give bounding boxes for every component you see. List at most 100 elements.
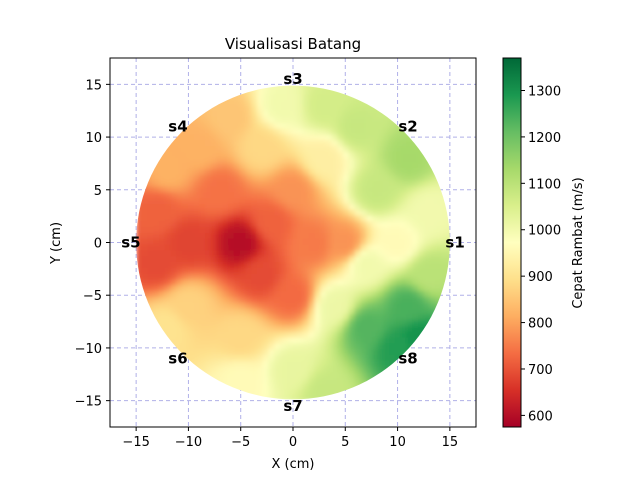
field-cell bbox=[354, 145, 362, 152]
field-cell bbox=[279, 174, 287, 181]
field-cell bbox=[274, 377, 281, 384]
field-cell bbox=[389, 290, 396, 297]
field-cell bbox=[360, 191, 367, 199]
field-cell bbox=[429, 273, 436, 280]
field-cell bbox=[228, 133, 235, 141]
field-cell bbox=[337, 128, 344, 135]
field-cell bbox=[256, 232, 264, 239]
field-cell bbox=[141, 220, 149, 228]
field-cell bbox=[251, 93, 258, 100]
field-cell bbox=[210, 319, 218, 326]
field-cell bbox=[216, 336, 224, 344]
field-cell bbox=[348, 139, 356, 147]
field-cell bbox=[147, 273, 154, 280]
field-cell bbox=[412, 284, 419, 292]
field-cell bbox=[389, 348, 396, 355]
field-cell bbox=[147, 215, 154, 222]
field-cell bbox=[325, 278, 333, 286]
field-cell bbox=[256, 284, 264, 292]
field-cell bbox=[274, 93, 281, 100]
field-cell bbox=[308, 174, 316, 181]
field-cell bbox=[354, 209, 362, 216]
field-cell bbox=[366, 348, 373, 355]
field-cell bbox=[256, 151, 264, 158]
field-cell bbox=[170, 290, 178, 297]
field-cell bbox=[205, 342, 212, 350]
field-cell bbox=[308, 99, 316, 106]
field-cell bbox=[383, 267, 390, 274]
field-cell bbox=[343, 261, 350, 268]
sensor-label-s4: s4 bbox=[168, 118, 187, 136]
field-cell bbox=[348, 342, 356, 350]
field-cell bbox=[205, 307, 212, 315]
field-cell bbox=[251, 302, 258, 309]
field-cell bbox=[366, 220, 373, 228]
field-cell bbox=[256, 365, 264, 373]
field-cell bbox=[228, 157, 235, 164]
field-cell bbox=[268, 232, 275, 239]
field-cell bbox=[205, 128, 212, 135]
field-cell bbox=[216, 145, 224, 152]
field-cell bbox=[360, 261, 367, 268]
field-cell bbox=[320, 157, 327, 164]
field-cell bbox=[170, 168, 178, 176]
field-cell bbox=[256, 325, 264, 332]
field-cell bbox=[233, 215, 241, 222]
field-cell bbox=[331, 389, 339, 396]
field-cell bbox=[136, 255, 143, 263]
field-cell bbox=[412, 244, 419, 251]
field-cell bbox=[383, 244, 390, 251]
field-cell bbox=[239, 191, 247, 199]
field-cell bbox=[164, 209, 172, 216]
field-cell bbox=[383, 168, 390, 176]
field-cell bbox=[216, 180, 224, 187]
field-cell bbox=[256, 290, 264, 297]
field-cell bbox=[325, 273, 333, 280]
field-cell bbox=[274, 215, 281, 222]
field-cell bbox=[314, 302, 321, 309]
field-cell bbox=[205, 336, 212, 344]
field-cell bbox=[383, 319, 390, 326]
field-cell bbox=[187, 331, 195, 338]
field-cell bbox=[331, 307, 339, 315]
field-cell bbox=[285, 203, 293, 210]
field-cell bbox=[297, 307, 304, 315]
field-cell bbox=[159, 226, 166, 234]
field-cell bbox=[348, 307, 356, 315]
field-cell bbox=[136, 244, 143, 251]
field-cell bbox=[187, 261, 195, 268]
field-cell bbox=[331, 220, 339, 228]
field-cell bbox=[239, 255, 247, 263]
field-cell bbox=[199, 348, 206, 355]
sensor-label-s2: s2 bbox=[398, 118, 417, 136]
field-cell bbox=[366, 336, 373, 344]
field-cell bbox=[164, 307, 172, 315]
field-cell bbox=[274, 296, 281, 303]
field-cell bbox=[187, 244, 195, 251]
field-cell bbox=[228, 348, 235, 355]
field-cell bbox=[291, 249, 298, 257]
field-cell bbox=[308, 203, 316, 210]
field-cell bbox=[285, 168, 293, 176]
field-cell bbox=[228, 168, 235, 176]
field-cell bbox=[245, 110, 252, 118]
field-cell bbox=[297, 255, 304, 263]
y-axis-title: Y (cm) bbox=[49, 222, 64, 265]
field-cell bbox=[187, 128, 195, 135]
field-cell bbox=[308, 116, 316, 123]
field-cell bbox=[360, 232, 367, 239]
field-cell bbox=[366, 110, 373, 118]
field-cell bbox=[389, 128, 396, 135]
field-cell bbox=[222, 354, 229, 361]
field-cell bbox=[187, 238, 195, 245]
field-cell bbox=[233, 157, 241, 164]
field-cell bbox=[331, 348, 339, 355]
field-cell bbox=[371, 307, 379, 315]
field-cell bbox=[222, 232, 229, 239]
field-cell bbox=[371, 133, 379, 141]
field-cell bbox=[377, 174, 385, 181]
field-cell bbox=[297, 302, 304, 309]
field-cell bbox=[251, 168, 258, 176]
field-cell bbox=[400, 151, 408, 158]
field-cell bbox=[320, 191, 327, 199]
